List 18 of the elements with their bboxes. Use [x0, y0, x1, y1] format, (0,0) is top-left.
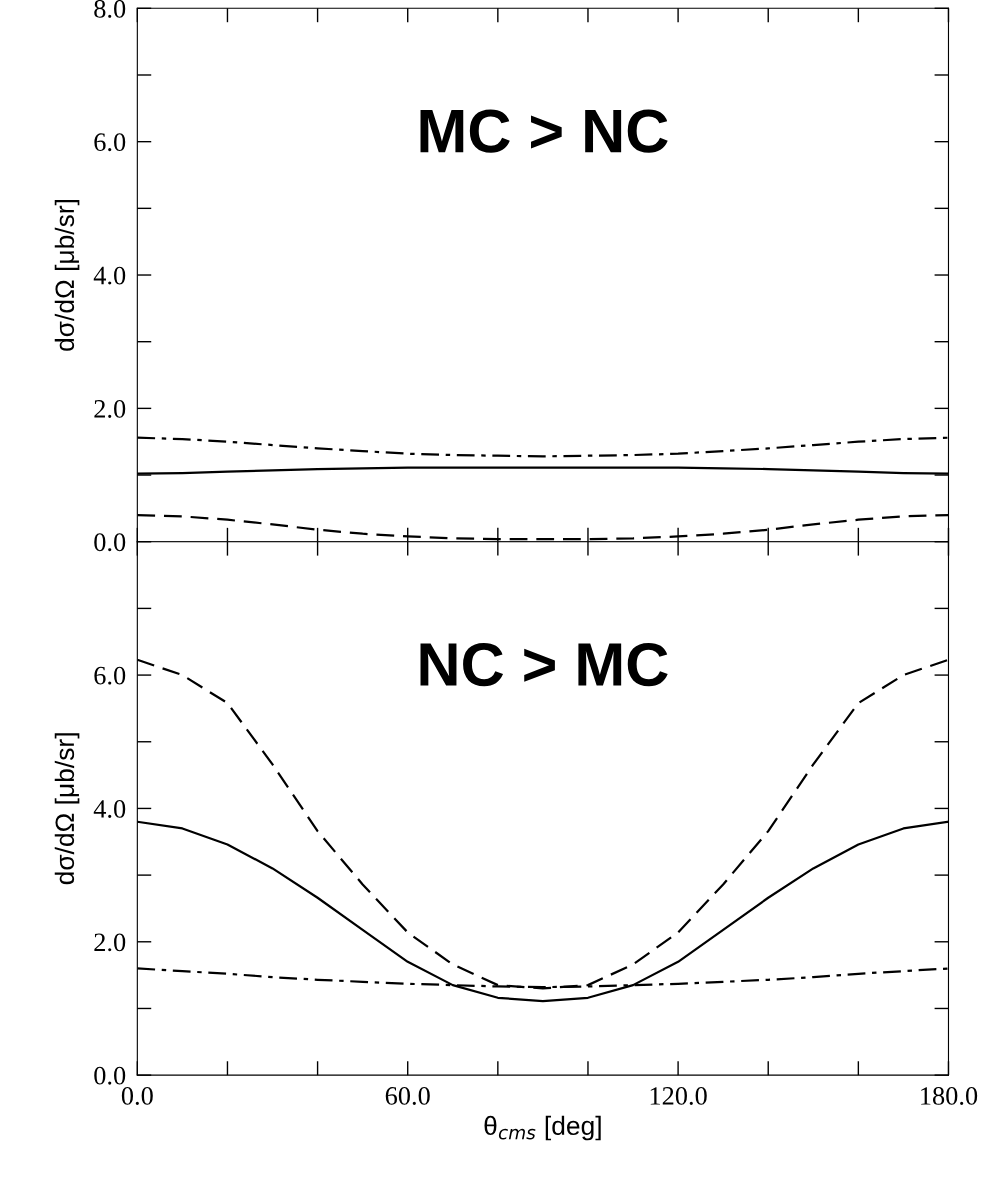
y-tick-label: 4.0 — [93, 800, 126, 818]
y-tick-label: 8.0 — [94, 0, 126, 18]
x-axis-title: θ$_{cms}$ [deg] — [484, 1115, 601, 1141]
x-tick-label: 120.0 — [650, 1087, 707, 1105]
annotation: NC > MC — [420, 642, 668, 687]
y-tick-label: 6.0 — [94, 666, 126, 685]
y-tick-label: 0.0 — [94, 533, 126, 552]
y-axis-title: dσ/dΩ [μb/sr] — [54, 733, 80, 885]
annotation: MC > NC — [420, 109, 668, 153]
y-tick-label: 4.0 — [93, 266, 126, 285]
y-tick-label: 0.0 — [94, 1066, 126, 1085]
y-axis-title: dσ/dΩ [μb/sr] — [54, 199, 80, 351]
x-tick-label: 180.0 — [921, 1087, 978, 1105]
y-tick-label: 6.0 — [94, 133, 126, 152]
x-tick-label: 60.0 — [385, 1087, 430, 1105]
y-tick-label: 2.0 — [94, 399, 126, 418]
y-tick-label: 2.0 — [94, 933, 126, 952]
x-tick-label: 0.0 — [121, 1087, 153, 1105]
